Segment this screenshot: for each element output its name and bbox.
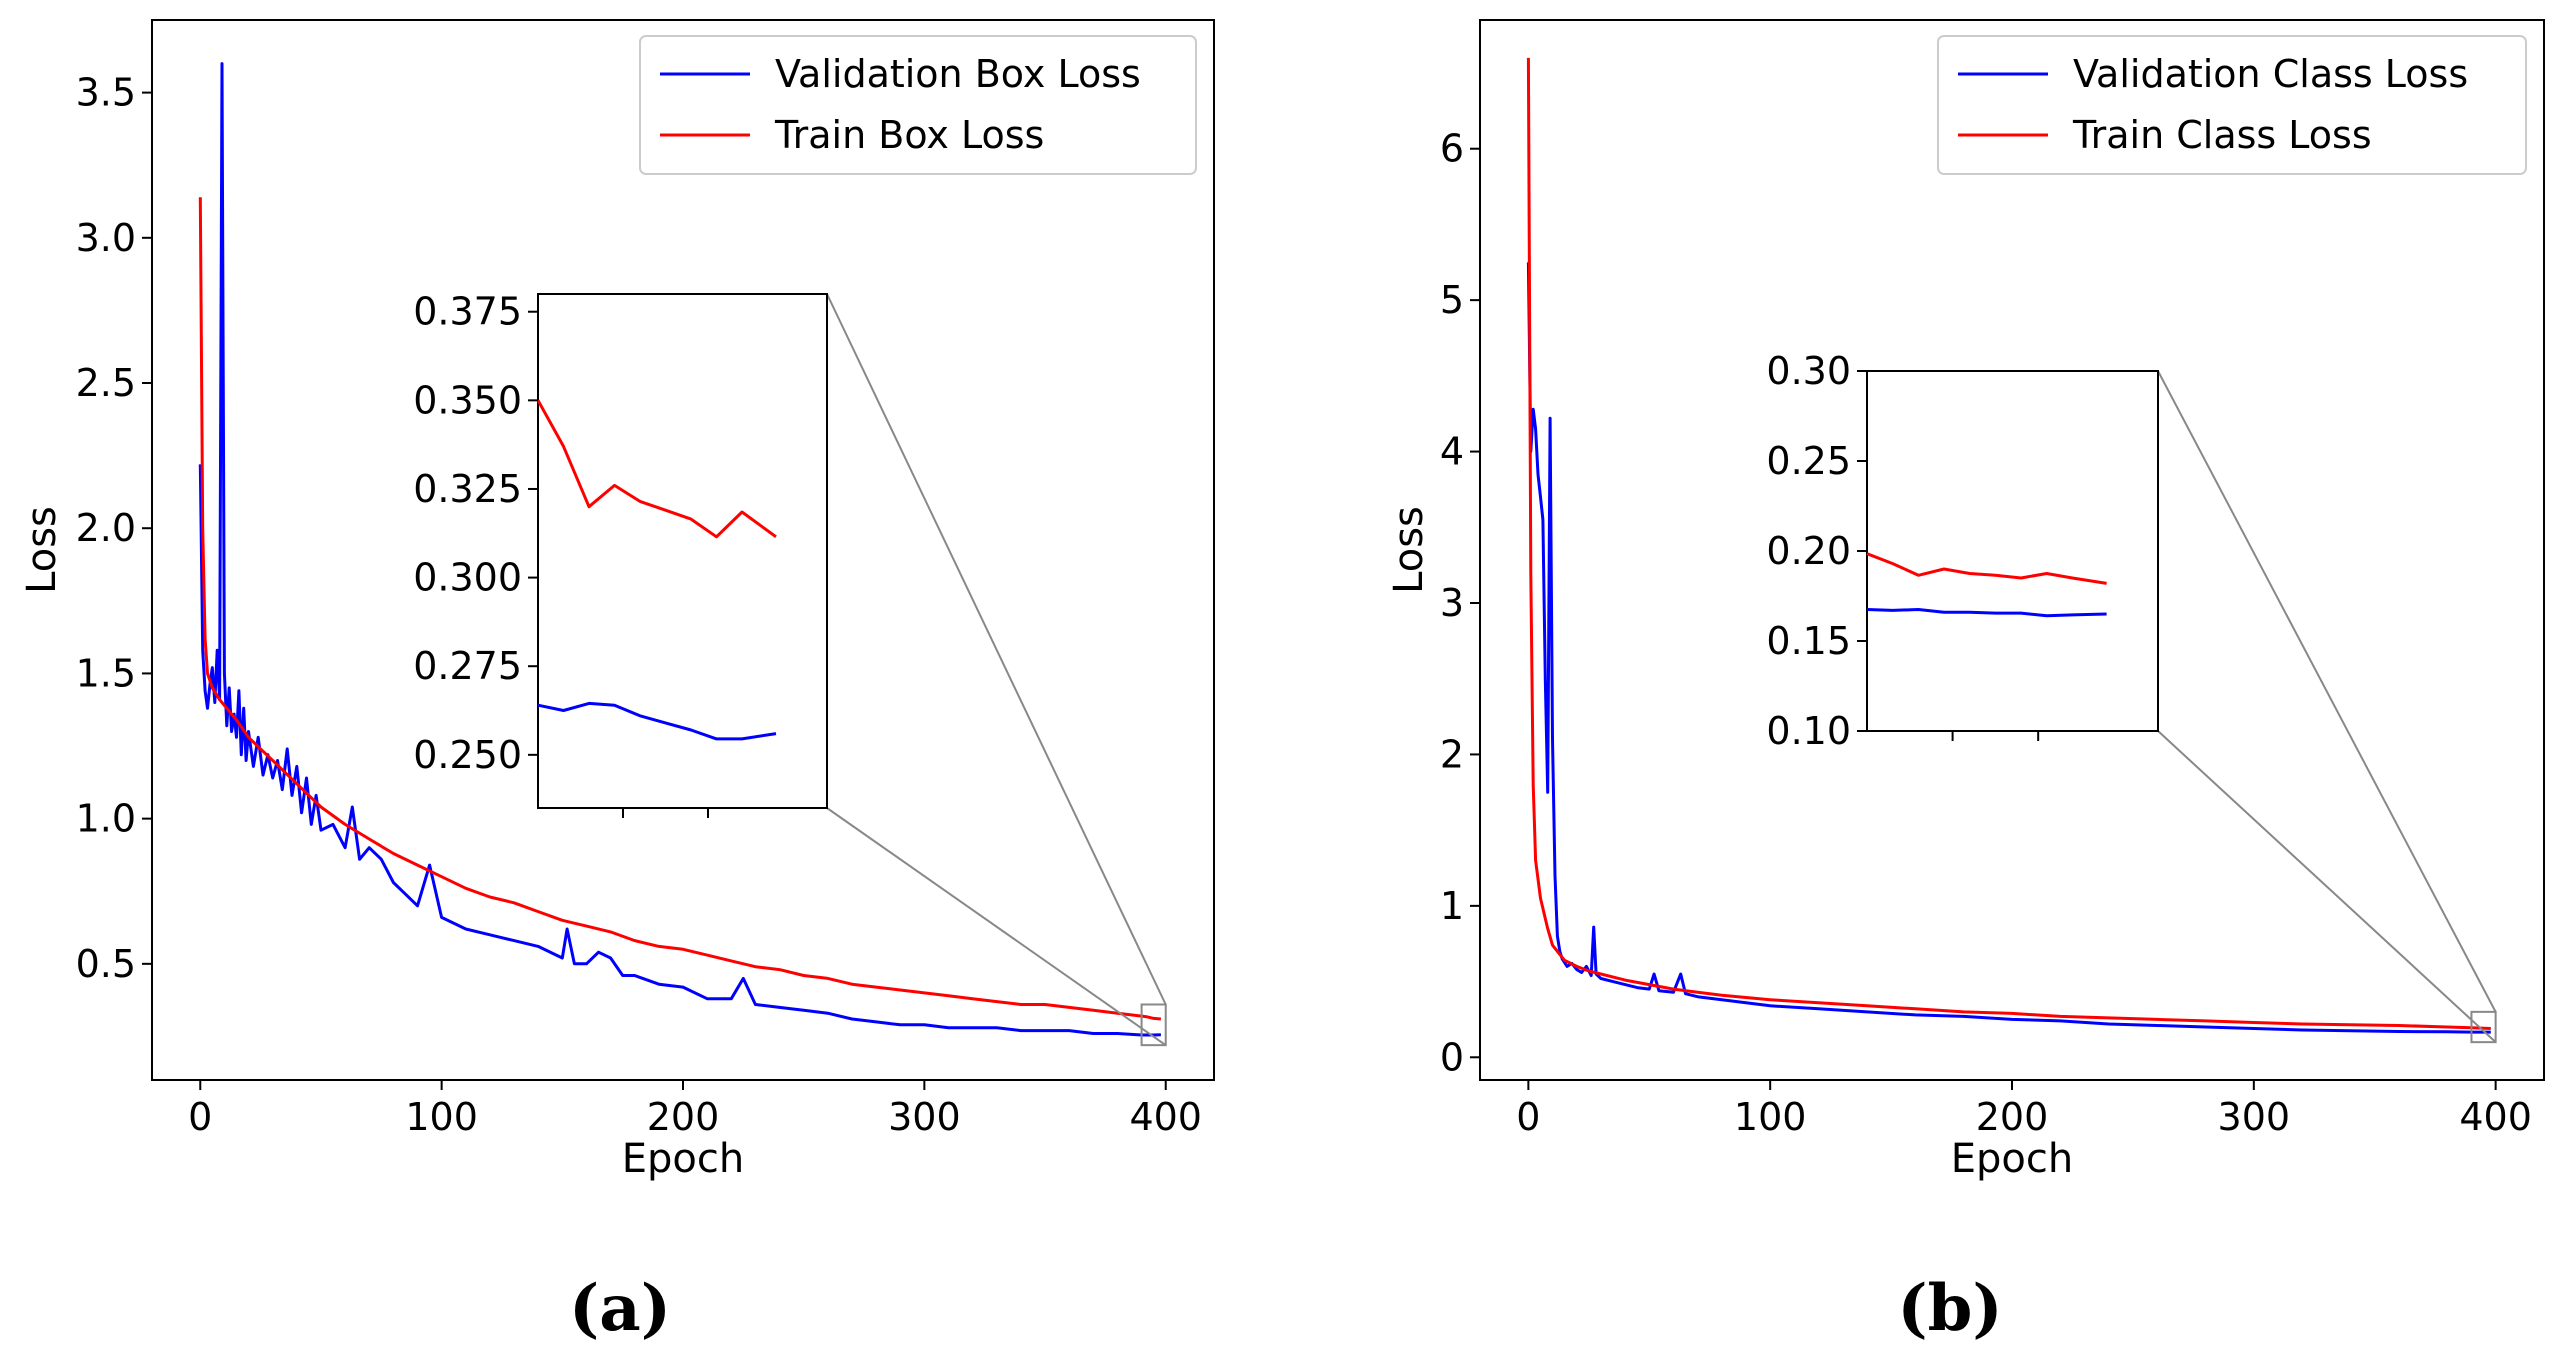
- zoom-box: [1140, 1003, 1167, 1047]
- inset-plot: 0.250 0.275 0.300 0.325 0.350 0.375: [413, 290, 828, 818]
- y-tick-label: 1.0: [76, 797, 136, 841]
- caption-b: (b): [1897, 1271, 2002, 1346]
- legend: Validation Box Loss Train Box Loss: [639, 35, 1197, 175]
- inset-series-line-validation: [1866, 608, 2107, 618]
- caption-a: (a): [569, 1271, 671, 1346]
- inset-y-tick-label: 0.325: [413, 467, 522, 511]
- panel-a: 0 100 200 300 400 0.5 1.0 1.5 2.0 2.5 3.0 3.5 0.25…: [19, 19, 1215, 1346]
- y-tick-label: 3: [1440, 581, 1464, 625]
- y-tick-group: 0.5 1.0 1.5 2.0 2.5 3.0 3.5: [76, 71, 152, 986]
- legend-box: [639, 35, 1197, 175]
- inset-y-tick-label: 0.275: [413, 644, 522, 688]
- inset-series-line-validation: [537, 701, 777, 741]
- legend: Validation Class Loss Train Class Loss: [1937, 35, 2527, 175]
- legend-label: Train Class Loss: [2072, 113, 2372, 157]
- inset-y-tick-label: 0.250: [413, 733, 522, 777]
- y-tick-label: 6: [1440, 127, 1464, 171]
- y-tick-label: 0: [1440, 1035, 1464, 1079]
- zoom-connector: [826, 807, 1167, 1046]
- y-axis-label: Loss: [1386, 506, 1432, 594]
- inset-series-line-train: [1866, 552, 2107, 585]
- x-tick-label: 400: [2459, 1095, 2532, 1139]
- zoom-indicator: [826, 293, 1167, 1047]
- y-tick-label: 3.5: [76, 71, 136, 115]
- x-tick-label: 100: [405, 1095, 478, 1139]
- inset-y-tick-label: 0.15: [1766, 619, 1851, 663]
- legend-box: [1937, 35, 2527, 175]
- inset-frame: [1866, 370, 2159, 732]
- inset-y-tick-label: 0.25: [1766, 439, 1851, 483]
- series-line-validation: [1526, 262, 2491, 1034]
- y-tick-label: 2.5: [76, 361, 136, 405]
- inset-y-tick-label: 0.20: [1766, 529, 1851, 573]
- y-tick-label: 1.5: [76, 651, 136, 695]
- y-tick-label: 0.5: [76, 942, 136, 986]
- y-tick-label: 5: [1440, 278, 1464, 322]
- inset-y-tick-label: 0.375: [413, 290, 522, 334]
- legend-label: Validation Box Loss: [775, 52, 1141, 96]
- x-tick-label: 0: [188, 1095, 212, 1139]
- zoom-box: [2470, 1010, 2497, 1044]
- x-tick-label: 200: [1976, 1095, 2049, 1139]
- x-tick-group: 0 100 200 300 400: [188, 1080, 1202, 1139]
- inset-y-tick-label: 0.300: [413, 556, 522, 600]
- inset-series-line-train: [536, 399, 777, 539]
- y-tick-label: 2: [1440, 732, 1464, 776]
- zoom-indicator: [2157, 370, 2497, 1044]
- series-line-train: [198, 197, 1162, 1021]
- zoom-connector: [2157, 370, 2497, 1013]
- series-line-train: [1526, 57, 2491, 1030]
- y-tick-label: 4: [1440, 430, 1464, 474]
- y-axis-label: Loss: [19, 506, 65, 594]
- y-tick-label: 1: [1440, 884, 1464, 928]
- inset-plot: 0.10 0.15 0.20 0.25 0.30: [1766, 349, 2159, 753]
- inset-frame: [537, 293, 828, 809]
- series-group: [198, 62, 1162, 1037]
- y-tick-group: 0 1 2 3 4 5 6: [1440, 127, 1480, 1079]
- inset-y-tick-label: 0.30: [1766, 349, 1851, 393]
- inset-y-tick-label: 0.350: [413, 378, 522, 422]
- legend-label: Validation Class Loss: [2073, 52, 2468, 96]
- x-axis-label: Epoch: [622, 1136, 744, 1182]
- x-tick-label: 100: [1734, 1095, 1807, 1139]
- zoom-connector: [826, 293, 1167, 1005]
- x-tick-label: 400: [1129, 1095, 1202, 1139]
- inset-y-tick-label: 0.10: [1766, 709, 1851, 753]
- x-tick-label: 200: [647, 1095, 720, 1139]
- zoom-connector: [2157, 730, 2497, 1043]
- legend-label: Train Box Loss: [774, 113, 1044, 157]
- y-tick-label: 2.0: [76, 506, 136, 550]
- y-tick-label: 3.0: [76, 216, 136, 260]
- x-axis-label: Epoch: [1951, 1136, 2073, 1182]
- x-tick-group: 0 100 200 300 400: [1516, 1080, 2532, 1139]
- series-line-validation: [198, 62, 1161, 1037]
- x-tick-label: 300: [2218, 1095, 2291, 1139]
- x-tick-label: 0: [1516, 1095, 1540, 1139]
- x-tick-label: 300: [888, 1095, 961, 1139]
- series-group: [1526, 57, 2491, 1034]
